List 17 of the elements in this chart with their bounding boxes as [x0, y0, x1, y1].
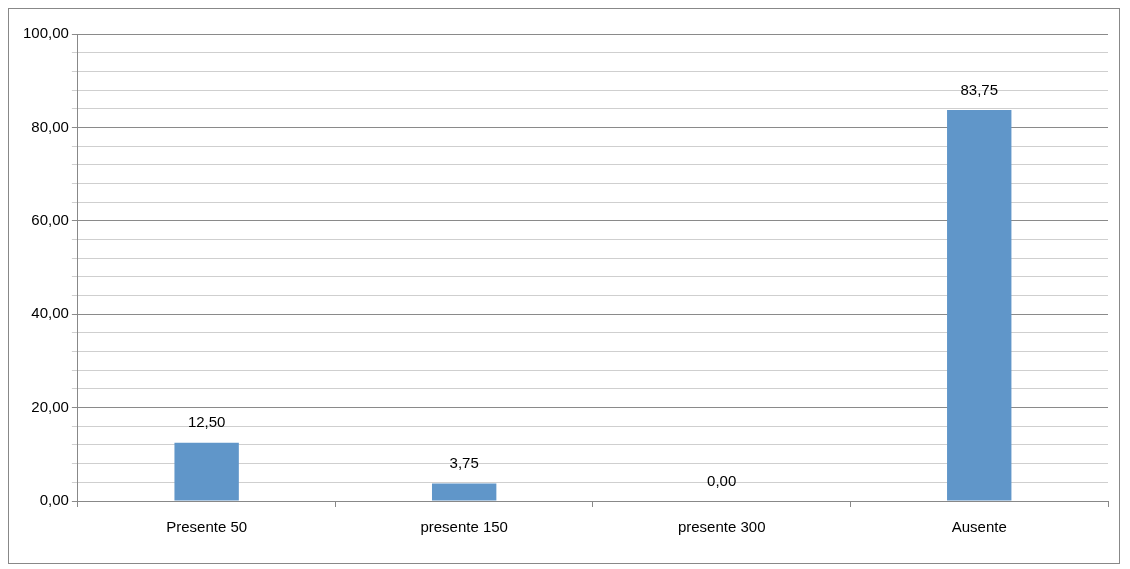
data-label: 3,75: [449, 454, 479, 472]
y-tick-label: 80,00: [31, 117, 69, 135]
x-tick-label: Ausente: [951, 518, 1007, 536]
bar: [431, 483, 497, 501]
bar: [947, 109, 1012, 501]
data-label: 83,75: [960, 80, 999, 98]
x-tick-label: Presente 50: [166, 518, 248, 536]
y-tick-label: 20,00: [31, 397, 69, 415]
y-tick-label: 100,00: [22, 24, 69, 42]
y-tick-label: 0,00: [39, 491, 69, 509]
x-tick-label: presente 300: [677, 518, 766, 536]
data-label: 12,50: [187, 413, 226, 431]
y-tick-label: 60,00: [31, 210, 69, 228]
y-tick-label: 40,00: [31, 304, 69, 322]
data-label: 0,00: [707, 471, 737, 489]
x-tick-label: presente 150: [420, 518, 508, 536]
bar: [174, 442, 239, 501]
